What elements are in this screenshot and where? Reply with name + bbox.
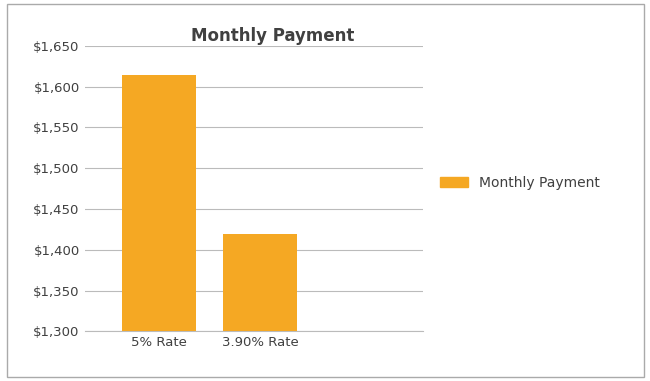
Bar [122,75,196,381]
Legend: Monthly Payment: Monthly Payment [435,170,605,195]
Text: Monthly Payment: Monthly Payment [191,27,355,45]
Bar [223,234,298,381]
